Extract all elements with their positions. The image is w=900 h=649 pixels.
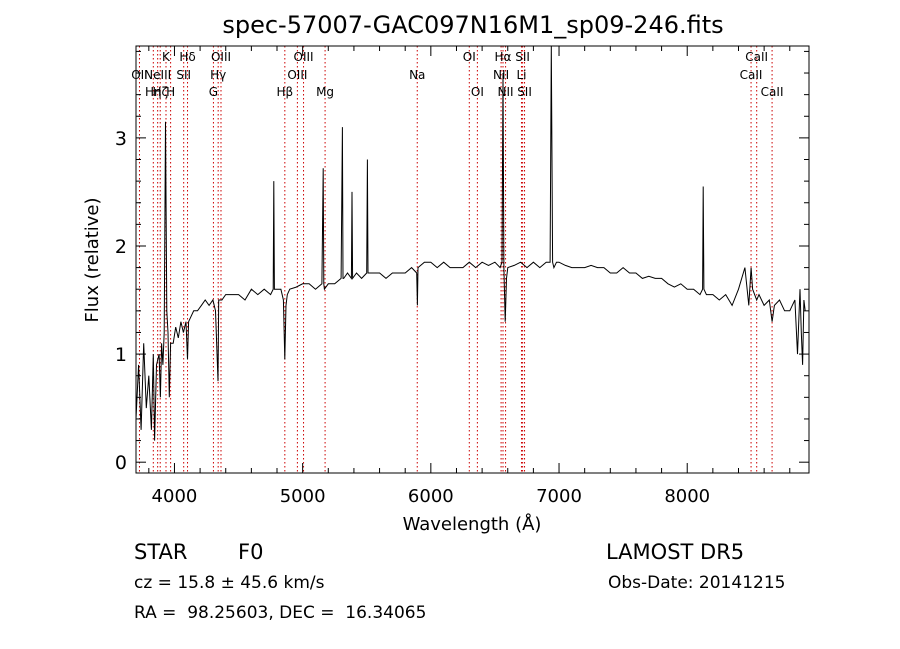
x-tick-label: 7000 [536,486,582,507]
redshift-cz: cz = 15.8 ± 45.6 km/s [134,573,325,593]
line-label-23: SII [517,85,532,99]
line-label-16: OI [463,50,476,64]
line-label-13: OIII [294,50,314,64]
line-label-20: NII [498,85,514,99]
line-label-17: OI [471,85,484,99]
y-tick-label: 3 [115,128,127,150]
line-label-5: H [166,85,175,99]
line-label-4: K [162,50,171,64]
y-tick-label: 2 [115,236,127,258]
spectrum-line [135,45,806,441]
object-subclass: F0 [238,540,264,564]
line-label-21: Li [516,68,526,82]
line-label-6: SII [176,68,191,82]
line-label-11: Hβ [276,85,293,99]
line-label-7: Hδ [179,50,195,64]
survey-name: LAMOST DR5 [606,540,745,564]
x-tick-label: 4000 [152,486,198,507]
y-axis-ticks: 0 1 2 3 [115,50,809,474]
line-label-15: Na [409,68,425,82]
y-tick-label: 0 [115,452,127,474]
line-label-25: CaII [745,50,768,64]
line-label-3: Hζ [152,85,168,99]
y-tick-label: 1 [115,344,127,366]
line-label-19: Hα [495,50,512,64]
line-label-26: CaII [761,85,784,99]
line-label-12: OIII [287,68,307,82]
line-label-14: Mg [316,85,334,99]
coordinates: RA = 98.25603, DEC = 16.34065 [134,603,427,623]
line-label-8: G [209,85,218,99]
line-label-0: OII [131,68,148,82]
line-markers [138,46,773,473]
line-label-2: NeIII [144,68,171,82]
line-label-1: Hη [145,85,162,99]
plot-frame [135,45,810,474]
x-tick-label: 8000 [664,486,710,507]
line-label-18: NII [493,68,509,82]
line-label-24: CaII [740,68,763,82]
chart-title: spec-57007-GAC097N16M1_sp09-246.fits [222,11,723,39]
x-axis-ticks: 4000 5000 6000 7000 8000 [148,46,791,507]
observation-date: Obs-Date: 20141215 [608,573,786,593]
line-labels: OIIHηNeIIIHζKHSIIHδGHγOIIIHβOIIIOIIIMgNa… [131,50,783,99]
y-axis-label: Flux (relative) [82,197,103,322]
line-label-22: SII [515,50,530,64]
x-tick-label: 6000 [408,486,454,507]
x-tick-label: 5000 [280,486,326,507]
line-label-10: OIII [211,50,231,64]
x-axis-label: Wavelength (Å) [403,513,542,535]
object-class: STAR [134,540,188,564]
line-label-9: Hγ [210,68,226,82]
